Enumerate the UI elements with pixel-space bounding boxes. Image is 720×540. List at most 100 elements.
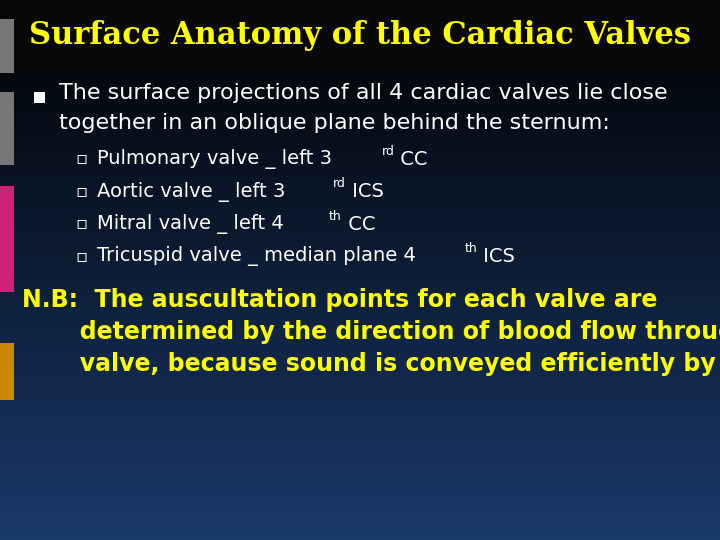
Bar: [0, 49, 720, 50]
Bar: [0, 501, 720, 502]
Bar: [0, 9, 720, 11]
Bar: [0, 193, 720, 194]
Bar: [0, 150, 720, 151]
Bar: [0, 178, 720, 180]
Bar: [0, 360, 720, 362]
Bar: [0, 92, 14, 165]
Bar: [0, 366, 720, 367]
Bar: [0, 454, 720, 455]
Bar: [0, 31, 720, 32]
Bar: [0, 414, 720, 416]
Bar: [0, 470, 720, 471]
Bar: [0, 263, 720, 265]
Bar: [0, 228, 720, 231]
Bar: [0, 47, 720, 49]
Bar: [0, 74, 720, 76]
Bar: [0, 380, 720, 382]
Bar: [0, 490, 720, 491]
Text: ▫: ▫: [76, 215, 88, 233]
Bar: [0, 189, 720, 191]
Bar: [0, 398, 720, 400]
Bar: [0, 428, 720, 430]
Text: Surface Anatomy of the Cardiac Valves: Surface Anatomy of the Cardiac Valves: [29, 19, 691, 51]
Bar: [0, 194, 720, 196]
Bar: [0, 312, 720, 313]
Bar: [0, 389, 720, 390]
Bar: [0, 155, 720, 157]
Bar: [0, 367, 720, 369]
Text: ICS: ICS: [477, 247, 516, 266]
Bar: [0, 448, 720, 450]
Bar: [0, 140, 720, 142]
Text: together in an oblique plane behind the sternum:: together in an oblique plane behind the …: [59, 112, 610, 133]
Bar: [0, 533, 720, 535]
Bar: [0, 241, 720, 243]
Bar: [0, 205, 720, 207]
Bar: [0, 344, 720, 346]
Bar: [0, 185, 720, 187]
Bar: [0, 61, 720, 63]
Bar: [0, 7, 720, 9]
Bar: [0, 146, 720, 147]
Bar: [0, 452, 720, 454]
Bar: [0, 488, 720, 490]
Bar: [0, 441, 720, 443]
Bar: [0, 336, 720, 339]
Bar: [0, 81, 720, 83]
Bar: [0, 259, 720, 261]
Bar: [0, 248, 720, 250]
Bar: [0, 0, 720, 70]
Bar: [0, 177, 720, 178]
Bar: [0, 306, 720, 308]
Bar: [0, 320, 720, 322]
Bar: [0, 416, 720, 417]
Bar: [0, 457, 720, 459]
Bar: [0, 329, 720, 331]
Bar: [0, 23, 720, 25]
Bar: [0, 511, 720, 513]
Bar: [0, 204, 720, 205]
Text: N.B:  The auscultation points for each valve are: N.B: The auscultation points for each va…: [22, 288, 657, 312]
Bar: [0, 434, 720, 436]
Bar: [0, 432, 720, 434]
Bar: [0, 93, 720, 96]
Bar: [0, 421, 720, 423]
Bar: [0, 147, 720, 150]
Bar: [0, 106, 720, 108]
Bar: [0, 274, 720, 275]
Bar: [0, 268, 720, 270]
Bar: [0, 299, 720, 301]
Bar: [0, 288, 720, 290]
Bar: [0, 16, 720, 18]
Bar: [0, 282, 720, 285]
Bar: [0, 223, 720, 225]
Bar: [0, 232, 720, 234]
Bar: [0, 191, 720, 193]
Bar: [0, 45, 720, 47]
Bar: [0, 157, 720, 158]
Bar: [0, 383, 720, 385]
Bar: [0, 22, 720, 23]
Bar: [0, 463, 720, 464]
Bar: [0, 58, 720, 59]
Bar: [0, 196, 720, 198]
Bar: [0, 390, 720, 393]
Bar: [0, 504, 720, 506]
Bar: [0, 43, 720, 45]
Bar: [0, 466, 720, 468]
Bar: [0, 304, 720, 306]
Bar: [0, 32, 720, 34]
Bar: [0, 374, 720, 376]
Bar: [0, 464, 720, 466]
Bar: [0, 12, 720, 15]
Bar: [0, 216, 720, 218]
Text: ▫: ▫: [76, 183, 88, 201]
Bar: [0, 535, 720, 536]
Bar: [0, 515, 720, 517]
Bar: [0, 387, 720, 389]
Bar: [0, 123, 720, 124]
Bar: [0, 209, 720, 211]
Bar: [0, 167, 720, 169]
Bar: [0, 525, 720, 528]
Bar: [0, 328, 720, 329]
